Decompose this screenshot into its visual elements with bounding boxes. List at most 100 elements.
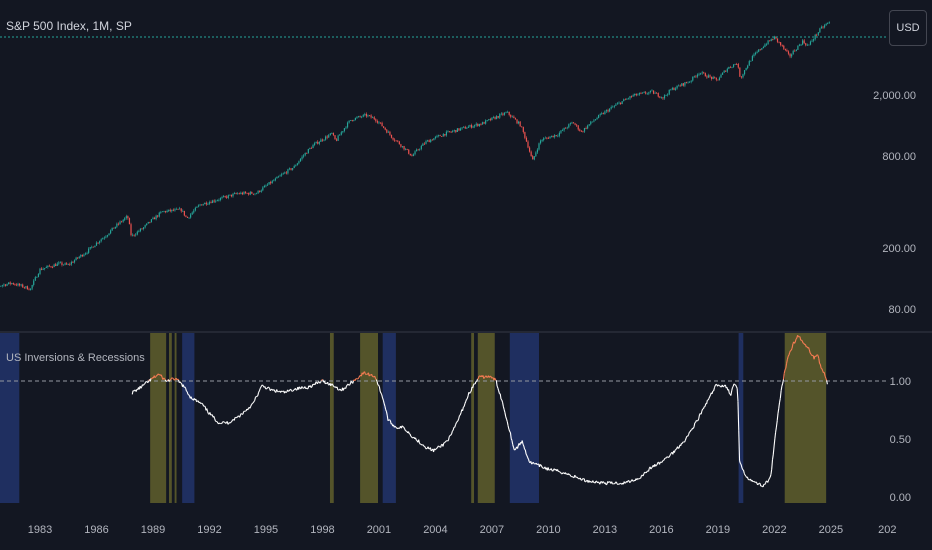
candle-body: [638, 93, 641, 95]
currency-button[interactable]: USD: [889, 10, 927, 46]
ratio-line-segment: [369, 374, 372, 376]
candle-body: [296, 163, 298, 166]
candle-body: [491, 117, 493, 121]
candle-body: [307, 148, 309, 154]
ratio-line-segment: [496, 385, 499, 389]
ratio-line-segment: [826, 380, 828, 385]
candle-body: [577, 125, 579, 130]
candle-body: [798, 44, 801, 46]
candle-body: [580, 130, 582, 132]
candle-body: [364, 113, 366, 115]
candle-body: [375, 119, 377, 122]
ratio-line-segment: [821, 368, 824, 372]
ratio-line-segment: [784, 367, 787, 370]
candle-body: [470, 125, 473, 128]
candle-body: [524, 132, 526, 138]
candle-body: [765, 44, 768, 46]
candle-body: [75, 257, 77, 261]
ratio-line-segment: [780, 385, 783, 391]
ratio-line-segment: [184, 386, 187, 389]
candle-body: [12, 283, 14, 285]
candle-body: [433, 138, 435, 141]
candle-body: [320, 139, 322, 142]
candle-body: [285, 172, 287, 174]
price-axis-tick-label: 200.00: [882, 243, 916, 255]
candle-body: [742, 74, 744, 78]
candle-body: [34, 277, 36, 281]
candle-body: [179, 208, 181, 210]
candle-body: [543, 138, 545, 141]
ratio-line-segment: [447, 439, 449, 442]
candle-body: [233, 193, 236, 195]
ratio-line-segment: [738, 430, 741, 461]
indicator-title: US Inversions & Recessions: [6, 352, 145, 364]
candle-body: [775, 36, 777, 39]
ratio-line-segment: [688, 432, 690, 435]
ratio-line-segment: [514, 448, 517, 451]
candle-body: [725, 70, 727, 72]
candle-body: [538, 143, 540, 150]
candle-body: [58, 262, 60, 264]
candle-body: [67, 264, 69, 266]
candle-body: [246, 193, 248, 194]
candle-body: [254, 193, 256, 195]
candle-body: [447, 131, 449, 133]
candle-body: [695, 76, 697, 78]
candle-body: [604, 111, 606, 115]
ratio-line-segment: [213, 416, 216, 419]
ratio-line-segment: [169, 379, 172, 381]
candle-body: [469, 125, 471, 127]
candle-body: [26, 286, 29, 290]
candle-body: [619, 102, 622, 104]
candle-body: [583, 127, 586, 132]
candle-body: [9, 282, 11, 284]
candle-body: [20, 284, 22, 286]
ratio-line-segment: [398, 427, 401, 429]
candle-body: [646, 93, 648, 95]
ratio-line-segment: [646, 470, 649, 472]
ratio-line-segment: [407, 431, 410, 434]
candle-body: [282, 173, 284, 175]
ratio-line-segment: [287, 389, 289, 392]
ratio-line-segment: [779, 398, 781, 403]
ratio-line-segment: [788, 352, 791, 356]
ratio-line-segment: [447, 436, 450, 441]
ratio-line-segment: [177, 378, 179, 381]
ratio-line-segment: [592, 480, 595, 483]
candle-body: [423, 143, 426, 145]
candle-body: [808, 44, 810, 46]
ratio-line-segment: [448, 435, 451, 437]
candle-body: [146, 223, 148, 226]
ratio-line-segment: [374, 375, 377, 379]
ratio-line-segment: [739, 460, 741, 464]
ratio-line-segment: [630, 480, 632, 483]
ratio-line-segment: [171, 377, 174, 379]
candle-body: [416, 149, 418, 152]
ratio-line-segment: [445, 440, 448, 442]
candle-body: [317, 141, 319, 144]
ratio-line-segment: [770, 469, 773, 475]
ratio-line-segment: [675, 448, 678, 450]
time-axis-tick-label: 2004: [423, 524, 447, 536]
candle-body: [411, 155, 413, 157]
ratio-line-segment: [662, 459, 664, 462]
candle-body: [403, 145, 405, 150]
ratio-line-segment: [500, 398, 503, 401]
candle-body: [381, 122, 383, 127]
ratio-line-segment: [684, 437, 687, 441]
candle-body: [587, 125, 589, 129]
ratio-line-segment: [382, 397, 384, 401]
candle-body: [629, 96, 631, 99]
candle-body: [612, 106, 614, 108]
candle-body: [310, 147, 313, 149]
candle-body: [483, 122, 485, 124]
candle-body: [227, 195, 229, 198]
candle-body: [301, 156, 303, 159]
ratio-line-segment: [389, 419, 391, 422]
ratio-line-segment: [718, 384, 720, 386]
candle-body: [803, 40, 805, 44]
candle-body: [31, 284, 33, 289]
ratio-line-segment: [728, 389, 730, 394]
candle-body: [102, 238, 104, 240]
ratio-line-segment: [681, 441, 684, 444]
